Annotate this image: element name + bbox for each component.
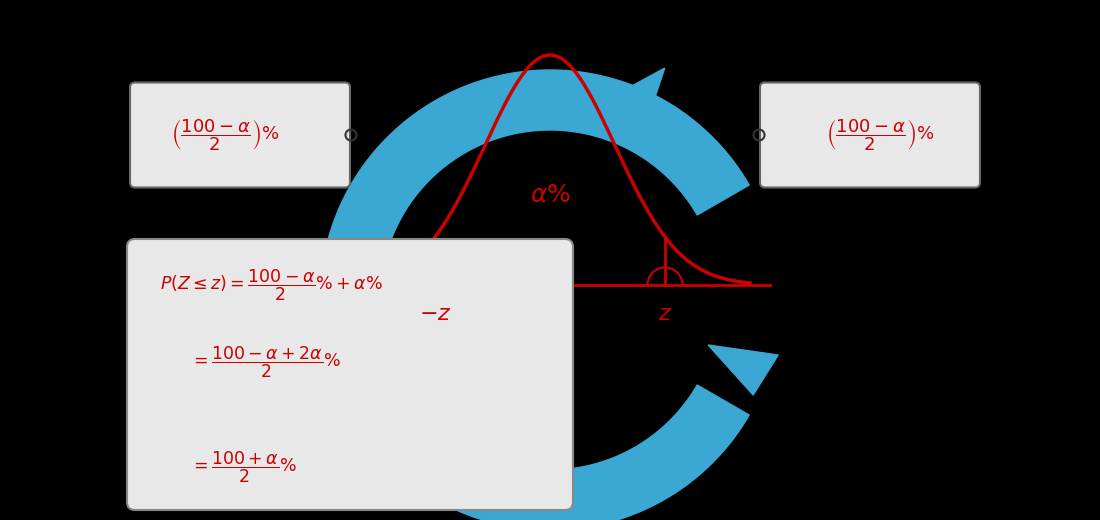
Text: $z$: $z$ bbox=[658, 303, 672, 325]
Polygon shape bbox=[609, 68, 664, 128]
FancyBboxPatch shape bbox=[130, 83, 350, 188]
Text: $-z$: $-z$ bbox=[419, 303, 451, 325]
FancyBboxPatch shape bbox=[126, 239, 573, 510]
Text: $\left(\dfrac{100-\alpha}{2}\right)\%$: $\left(\dfrac{100-\alpha}{2}\right)\%$ bbox=[170, 117, 279, 153]
Text: $\alpha\%$: $\alpha\%$ bbox=[529, 184, 571, 206]
Text: $\left(\dfrac{100-\alpha}{2}\right)\%$: $\left(\dfrac{100-\alpha}{2}\right)\%$ bbox=[826, 117, 934, 153]
Text: $P(Z \leq z) = \dfrac{100-\alpha}{2}\% + \alpha\%$: $P(Z \leq z) = \dfrac{100-\alpha}{2}\% +… bbox=[160, 267, 383, 303]
FancyBboxPatch shape bbox=[760, 83, 980, 188]
Polygon shape bbox=[320, 70, 749, 520]
Polygon shape bbox=[708, 345, 778, 395]
Text: $= \dfrac{100 - \alpha + 2\alpha}{2}\%$: $= \dfrac{100 - \alpha + 2\alpha}{2}\%$ bbox=[190, 344, 341, 380]
Text: $= \dfrac{100 + \alpha}{2}\%$: $= \dfrac{100 + \alpha}{2}\%$ bbox=[190, 449, 297, 485]
